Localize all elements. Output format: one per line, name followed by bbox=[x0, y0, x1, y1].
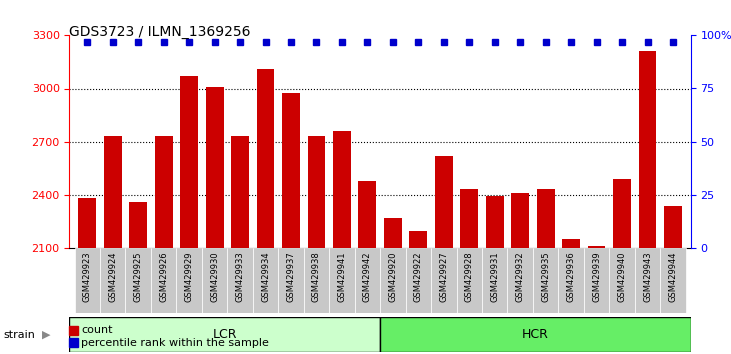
Bar bbox=[303, 248, 329, 313]
Bar bbox=[126, 248, 151, 313]
Text: GSM429928: GSM429928 bbox=[465, 251, 474, 302]
Bar bbox=[461, 189, 478, 248]
Bar bbox=[507, 248, 533, 313]
Bar bbox=[227, 248, 253, 313]
Text: GSM429933: GSM429933 bbox=[235, 251, 245, 302]
Bar bbox=[584, 248, 610, 313]
Text: GSM429941: GSM429941 bbox=[338, 251, 346, 302]
Text: GSM429931: GSM429931 bbox=[491, 251, 499, 302]
Text: GSM429927: GSM429927 bbox=[439, 251, 448, 302]
Bar bbox=[486, 195, 504, 248]
Bar bbox=[257, 69, 274, 248]
Bar bbox=[406, 248, 431, 313]
Bar bbox=[129, 202, 147, 248]
Bar bbox=[457, 248, 482, 313]
Bar bbox=[380, 317, 691, 352]
Text: ▶: ▶ bbox=[42, 330, 50, 339]
Text: GSM429938: GSM429938 bbox=[312, 251, 321, 302]
Text: GSM429943: GSM429943 bbox=[643, 251, 652, 302]
Bar bbox=[104, 136, 121, 248]
Bar bbox=[431, 248, 457, 313]
Text: GSM429944: GSM429944 bbox=[668, 251, 678, 302]
Text: GSM429929: GSM429929 bbox=[185, 251, 194, 302]
Bar bbox=[151, 248, 176, 313]
Bar bbox=[664, 206, 682, 248]
Text: GSM429942: GSM429942 bbox=[363, 251, 372, 302]
Bar bbox=[282, 93, 300, 248]
Bar bbox=[355, 248, 380, 313]
Text: count: count bbox=[81, 325, 113, 335]
Bar bbox=[610, 248, 635, 313]
Bar bbox=[176, 248, 202, 313]
Text: LCR: LCR bbox=[213, 328, 237, 341]
Text: GSM429937: GSM429937 bbox=[287, 251, 295, 302]
Bar bbox=[384, 218, 402, 248]
Bar bbox=[253, 248, 279, 313]
Text: GSM429940: GSM429940 bbox=[618, 251, 626, 302]
Text: percentile rank within the sample: percentile rank within the sample bbox=[81, 338, 269, 348]
Bar bbox=[639, 51, 656, 248]
Bar bbox=[231, 136, 249, 248]
Bar bbox=[205, 87, 224, 248]
Text: GSM429934: GSM429934 bbox=[261, 251, 270, 302]
Bar bbox=[635, 248, 660, 313]
Text: strain: strain bbox=[4, 330, 36, 339]
Bar bbox=[409, 231, 427, 248]
Text: GSM429926: GSM429926 bbox=[159, 251, 168, 302]
Bar bbox=[435, 156, 452, 248]
Bar bbox=[533, 248, 558, 313]
Bar bbox=[69, 317, 380, 352]
Bar bbox=[181, 76, 198, 248]
Text: GSM429925: GSM429925 bbox=[134, 251, 143, 302]
Bar bbox=[511, 193, 529, 248]
Bar bbox=[358, 181, 376, 248]
Bar bbox=[202, 248, 227, 313]
Text: GSM429935: GSM429935 bbox=[541, 251, 550, 302]
Bar bbox=[558, 248, 584, 313]
Text: GDS3723 / ILMN_1369256: GDS3723 / ILMN_1369256 bbox=[69, 25, 251, 39]
Bar bbox=[279, 248, 303, 313]
Bar bbox=[155, 136, 173, 248]
Text: GSM429923: GSM429923 bbox=[83, 251, 92, 302]
Bar bbox=[537, 188, 555, 248]
Text: GSM429932: GSM429932 bbox=[515, 251, 525, 302]
Bar bbox=[78, 198, 96, 248]
Bar bbox=[588, 246, 605, 248]
Bar bbox=[308, 136, 325, 248]
Bar bbox=[100, 248, 126, 313]
Text: GSM429922: GSM429922 bbox=[414, 251, 423, 302]
Bar bbox=[660, 248, 686, 313]
Text: HCR: HCR bbox=[522, 328, 549, 341]
Text: GSM429924: GSM429924 bbox=[108, 251, 117, 302]
Bar bbox=[613, 179, 631, 248]
Text: GSM429936: GSM429936 bbox=[567, 251, 575, 302]
Text: GSM429920: GSM429920 bbox=[388, 251, 398, 302]
Text: GSM429939: GSM429939 bbox=[592, 251, 601, 302]
Bar bbox=[380, 248, 406, 313]
Bar bbox=[562, 239, 580, 248]
Bar bbox=[329, 248, 355, 313]
Bar bbox=[75, 248, 100, 313]
Text: GSM429930: GSM429930 bbox=[210, 251, 219, 302]
Bar bbox=[333, 131, 351, 248]
Bar bbox=[482, 248, 507, 313]
